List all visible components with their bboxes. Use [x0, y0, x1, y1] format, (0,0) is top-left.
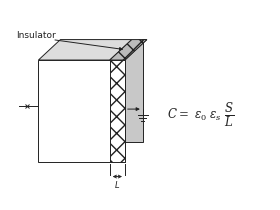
Polygon shape [121, 60, 125, 162]
Polygon shape [110, 60, 125, 162]
Text: $C = \ \varepsilon_0 \ \varepsilon_s \ \dfrac{S}{L}$: $C = \ \varepsilon_0 \ \varepsilon_s \ \… [167, 101, 235, 129]
Polygon shape [121, 39, 147, 60]
Polygon shape [60, 39, 143, 142]
Polygon shape [38, 39, 132, 60]
Text: Insulator: Insulator [17, 31, 56, 40]
Polygon shape [38, 60, 110, 162]
Polygon shape [110, 39, 147, 60]
Text: L: L [115, 181, 120, 190]
Text: s: s [65, 132, 69, 141]
